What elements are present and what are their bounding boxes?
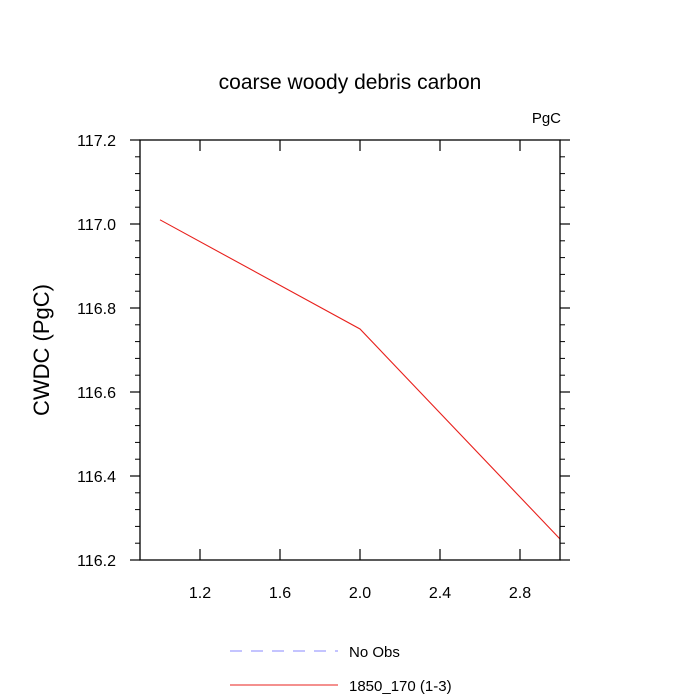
y-tick-label: 116.4 [77, 469, 116, 486]
chart-title: coarse woody debris carbon [219, 71, 482, 94]
plot-frame [139, 139, 561, 561]
x-tick-label: 2.4 [429, 585, 451, 602]
y-tick-label: 117.0 [77, 217, 116, 234]
x-tick-label: 2.0 [349, 585, 371, 602]
y-tick-label: 116.6 [77, 385, 116, 402]
x-tick-label: 1.2 [189, 585, 211, 602]
axis-tick-labels: 1.2 1.6 2.0 2.4 2.8 116.2 116.4 116.6 116.8 117.0… [77, 133, 531, 602]
axis-ticks [130, 139, 570, 561]
x-tick-label: 2.8 [509, 585, 531, 602]
legend-label-0: No Obs [349, 644, 400, 661]
units-label: PgC [532, 110, 561, 127]
y-tick-label: 117.2 [77, 133, 116, 150]
legend: No Obs 1850_170 (1-3) [230, 644, 452, 695]
y-axis-label: CWDC (PgC) [29, 284, 54, 416]
x-tick-label: 1.6 [269, 585, 291, 602]
y-tick-label: 116.8 [77, 301, 116, 318]
legend-label-1: 1850_170 (1-3) [349, 678, 452, 695]
series-line-0 [159, 219, 561, 540]
series-layer [159, 219, 561, 540]
y-tick-label: 116.2 [77, 553, 116, 570]
